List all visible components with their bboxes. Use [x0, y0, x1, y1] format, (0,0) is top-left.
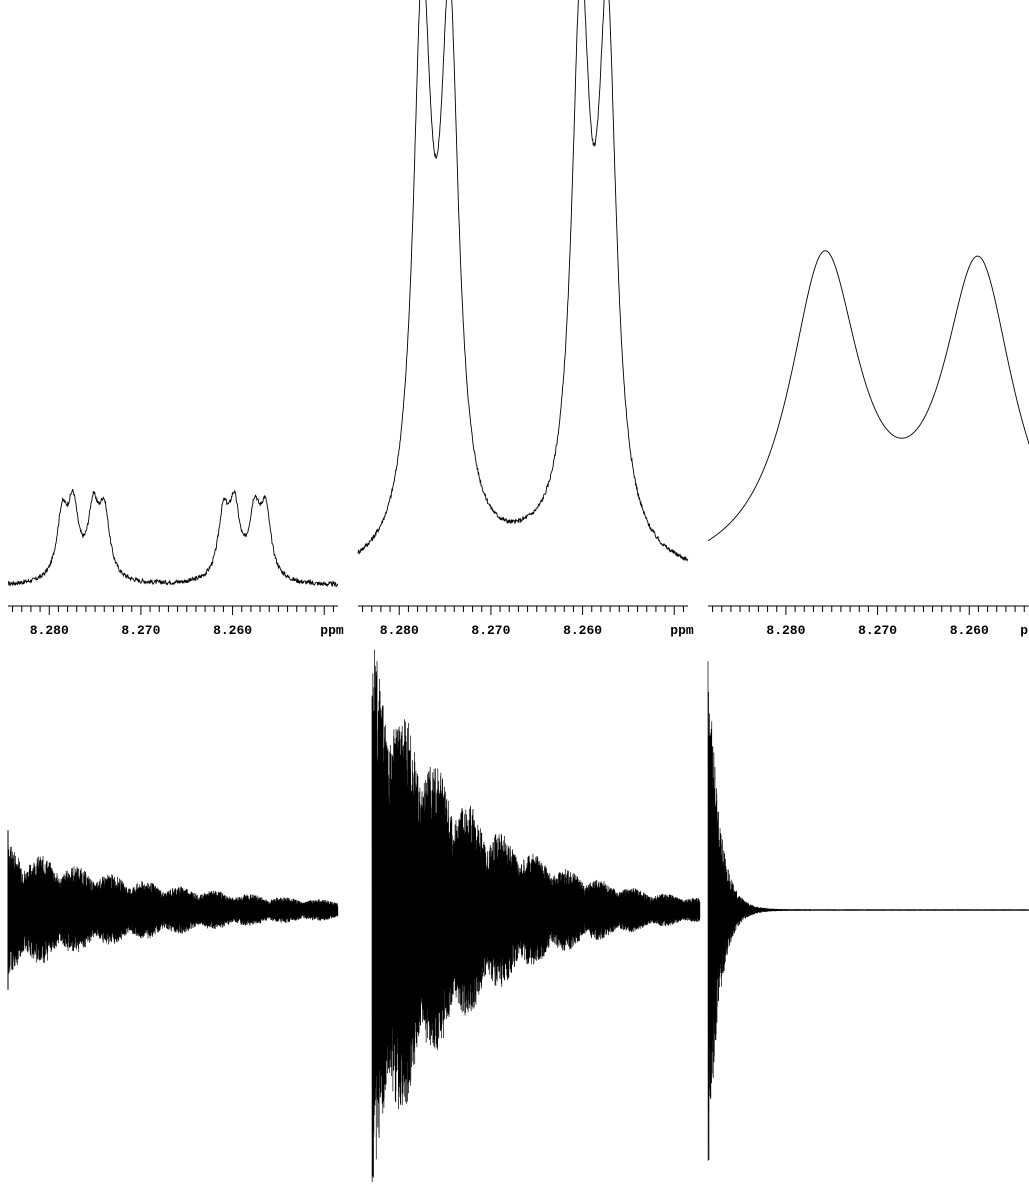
x-axis-label: ppm: [1020, 623, 1029, 638]
fid-panel-2: [371, 649, 701, 1182]
x-axis-label: ppm: [320, 623, 344, 638]
spectrum-trace: [7, 489, 339, 588]
spectrum-trace: [707, 250, 1029, 542]
fid-trace: [7, 846, 339, 974]
x-tick-label: 8.270: [471, 623, 510, 638]
x-tick-label: 8.260: [950, 623, 989, 638]
fid-trace: [707, 661, 1029, 1161]
x-tick-label: 8.280: [380, 623, 419, 638]
spectrum-panel-3: 8.280 8.270 8.260 ppm: [707, 250, 1029, 638]
x-tick-label: 8.270: [858, 623, 897, 638]
fid-trace: [371, 649, 701, 1182]
spectrum-trace: [357, 0, 689, 562]
spectrum-panel-2: 8.280 8.270 8.260 ppm: [357, 0, 694, 638]
x-tick-label: 8.280: [766, 623, 805, 638]
fid-panel-3: [707, 661, 1029, 1161]
x-tick-label: 8.260: [563, 623, 602, 638]
x-tick-label: 8.260: [213, 623, 252, 638]
spectrum-panel-1: 8.280 8.270 8.260 ppm: [7, 489, 344, 638]
fid-panel-1: [7, 830, 339, 990]
x-axis-label: ppm: [670, 623, 694, 638]
x-tick-label: 8.270: [121, 623, 160, 638]
x-tick-label: 8.280: [30, 623, 69, 638]
